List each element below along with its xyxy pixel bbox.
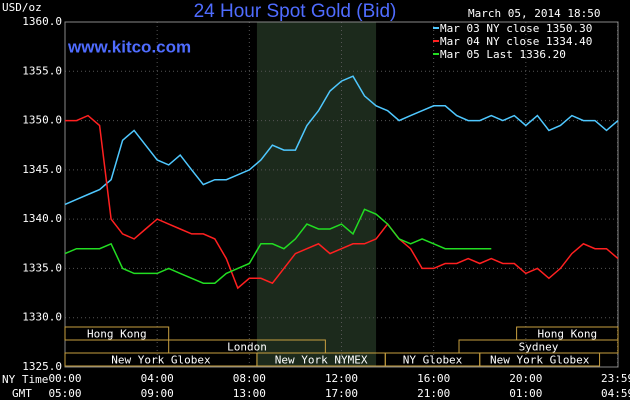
legend-swatch	[433, 40, 439, 42]
session-box	[479, 352, 601, 367]
y-tick-label: 1330.0	[22, 311, 62, 324]
price-line	[64, 208, 492, 284]
price-line	[64, 75, 619, 206]
legend-entry: Mar 04 NY close 1334.40	[440, 35, 592, 48]
x2-tick-label: 21:00	[417, 387, 450, 400]
session-label: Hong Kong	[87, 328, 147, 341]
session-label: Hong Kong	[538, 328, 598, 341]
chart-title: 24 Hour Spot Gold (Bid)	[194, 1, 397, 22]
x-tick-label: 08:00	[233, 372, 266, 385]
session-label: Sydney	[519, 341, 559, 354]
session-label: New York NYMEX	[275, 354, 368, 367]
x-tick-label: 00:00	[48, 372, 81, 385]
y-tick-label: 1340.0	[22, 212, 62, 225]
session-label: London	[227, 341, 267, 354]
price-line	[65, 114, 619, 290]
x2-tick-label: 17:00	[325, 387, 358, 400]
x-axis-label: NY Time	[2, 373, 48, 386]
x-tick-label: 20:00	[509, 372, 542, 385]
session-label: NY Globex	[403, 354, 463, 367]
x-tick-label: 23:59	[601, 372, 630, 385]
session-label: New York Globex	[490, 354, 590, 367]
x2-tick-label: 04:59	[601, 387, 630, 400]
x2-tick-label: 13:00	[233, 387, 266, 400]
y-axis-unit: USD/oz	[2, 1, 42, 14]
x-tick-label: 04:00	[141, 372, 174, 385]
x-tick-label: 12:00	[325, 372, 358, 385]
x2-tick-label: 01:00	[509, 387, 542, 400]
y-tick-label: 1345.0	[22, 163, 62, 176]
plot-frame	[64, 21, 619, 368]
legend-entry: Mar 05 Last 1336.20	[440, 48, 566, 61]
x2-tick-label: 05:00	[48, 387, 81, 400]
y-tick-label: 1350.0	[22, 114, 62, 127]
legend-swatch	[433, 53, 439, 55]
nymex-highlight	[256, 22, 377, 367]
y-tick-label: 1360.0	[22, 15, 62, 28]
session-box	[64, 326, 170, 341]
x2-axis-label: GMT	[12, 387, 32, 400]
y-tick-label: 1355.0	[22, 64, 62, 77]
timestamp: March 05, 2014 18:50	[468, 7, 600, 20]
website: www.kitco.com	[67, 37, 191, 56]
y-tick-label: 1335.0	[22, 261, 62, 274]
legend-swatch	[433, 27, 439, 29]
legend-entry: Mar 03 NY close 1350.30	[440, 22, 592, 35]
session-label: New York Globex	[111, 354, 211, 367]
x-tick-label: 16:00	[417, 372, 450, 385]
x2-tick-label: 09:00	[141, 387, 174, 400]
y-tick-label: 1325.0	[22, 360, 62, 373]
